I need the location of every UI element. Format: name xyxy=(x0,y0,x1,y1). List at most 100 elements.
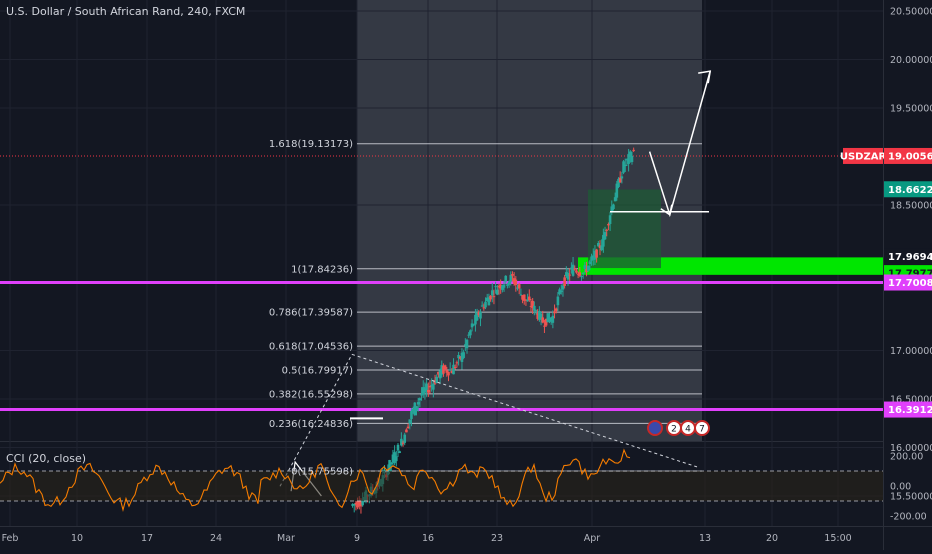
candle-body xyxy=(625,159,629,161)
candle-body xyxy=(502,284,506,288)
candle-body xyxy=(627,153,630,164)
candle-body xyxy=(484,301,487,308)
candle-body xyxy=(458,356,462,359)
candle-body xyxy=(388,459,391,472)
candle-body xyxy=(406,426,410,429)
candle-body xyxy=(452,364,455,375)
price-badge[interactable] xyxy=(884,248,932,265)
candle-body xyxy=(506,284,509,286)
candle-body xyxy=(521,295,524,300)
economic-event-count: 4 xyxy=(685,425,691,435)
candle-body xyxy=(603,232,607,240)
candle-body xyxy=(622,161,625,173)
current-price-badge[interactable] xyxy=(884,147,932,164)
candle-body xyxy=(496,289,499,295)
candle-body xyxy=(420,394,423,396)
cci-axis-tick: 200.00 xyxy=(890,452,923,463)
candle-body xyxy=(580,276,583,278)
price-badge-label: 18.66226 xyxy=(888,185,932,196)
symbol-badge[interactable] xyxy=(843,147,883,164)
candle-body xyxy=(608,215,612,224)
candle-body xyxy=(455,362,459,364)
candle-body xyxy=(474,314,477,325)
candle-body xyxy=(487,297,491,306)
candle-body xyxy=(465,339,469,349)
economic-event-icon[interactable] xyxy=(694,420,710,436)
candle-body xyxy=(423,388,427,393)
candle-body xyxy=(437,371,440,375)
candle-body xyxy=(586,265,590,271)
candle-body xyxy=(432,383,435,390)
candle-body xyxy=(472,324,476,326)
candle-body xyxy=(357,500,361,506)
candle-body xyxy=(359,505,363,507)
projection-arrowhead xyxy=(698,70,712,84)
candle-body xyxy=(489,295,492,300)
candle-body xyxy=(578,272,582,276)
candle-body xyxy=(351,504,354,506)
time-axis-tick: 10 xyxy=(71,533,83,544)
candle-body xyxy=(475,312,479,321)
symbol-badge-label: USDZAR xyxy=(840,151,887,162)
cci-axis-tick: 0.00 xyxy=(890,482,911,493)
candle-body xyxy=(435,376,439,384)
candle-body xyxy=(565,272,568,277)
candle-body xyxy=(393,452,396,464)
candle-body xyxy=(566,272,570,280)
candle-body xyxy=(361,499,364,506)
candle-body xyxy=(408,419,412,424)
candle-body xyxy=(597,243,600,247)
candle-body xyxy=(501,285,504,290)
candle-body xyxy=(504,275,508,282)
candle-body xyxy=(415,406,418,411)
candle-body xyxy=(628,151,632,157)
economic-event-icon[interactable] xyxy=(647,420,663,436)
candle-body xyxy=(610,206,614,213)
candle-body xyxy=(460,352,464,363)
cci-line xyxy=(0,448,631,513)
candle-body xyxy=(511,274,514,276)
candle-body xyxy=(401,442,405,444)
candle-body xyxy=(479,311,482,319)
candle-body xyxy=(529,305,533,307)
candle-body xyxy=(430,385,433,387)
fib-level-label: 1.618(19.13173) xyxy=(269,139,353,150)
price-badge[interactable] xyxy=(884,401,932,418)
candle-body xyxy=(570,267,573,269)
candle-body xyxy=(519,294,523,296)
price-badge[interactable] xyxy=(884,274,932,291)
candle-body xyxy=(618,177,622,183)
candle-body xyxy=(538,310,541,320)
price-badge[interactable] xyxy=(884,181,932,198)
candle-body xyxy=(559,290,563,292)
candle-body xyxy=(533,305,536,311)
candle-body xyxy=(517,284,521,289)
candle-body xyxy=(590,256,593,261)
candle-body xyxy=(492,296,496,298)
candle-body xyxy=(485,297,489,301)
candle-body xyxy=(509,274,513,282)
candle-body xyxy=(470,323,474,328)
candle-body xyxy=(433,380,437,384)
candle-body xyxy=(391,454,395,463)
candle-body xyxy=(497,285,501,288)
candle-body xyxy=(462,352,465,358)
candle-body xyxy=(576,273,580,275)
candle-body xyxy=(445,370,449,373)
candle-body xyxy=(490,290,494,296)
candle-body xyxy=(558,289,561,295)
time-axis-tick: 17 xyxy=(141,533,153,544)
long-position-target-box xyxy=(588,189,661,269)
candle-body xyxy=(418,398,422,401)
candle-body xyxy=(551,315,555,323)
candle-body xyxy=(527,296,531,301)
fib-level-label: 0.5(16.79917) xyxy=(282,365,354,376)
candle-body xyxy=(443,365,447,370)
candle-body xyxy=(615,183,619,198)
price-axis-tick: 19.50000 xyxy=(890,104,932,115)
candle-body xyxy=(561,285,565,290)
